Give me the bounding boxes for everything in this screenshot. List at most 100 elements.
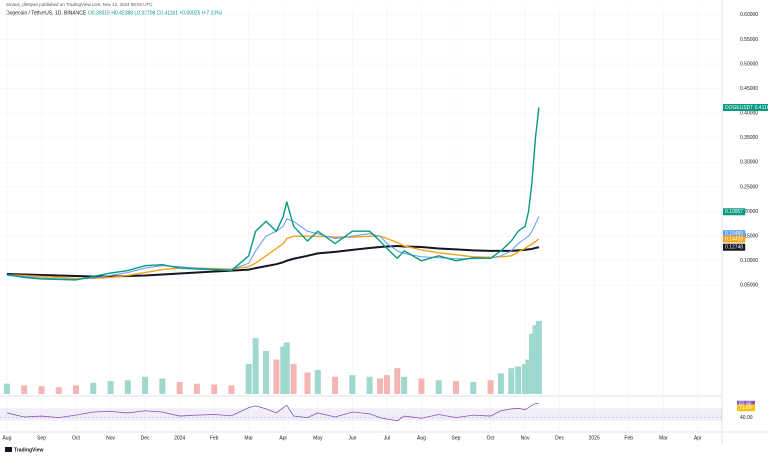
volume-bar bbox=[228, 385, 235, 394]
price-label: 0.14428 bbox=[725, 236, 743, 242]
volume-bar bbox=[55, 387, 62, 394]
price-line bbox=[6, 216, 540, 280]
rsi-tick-label: 40.00 bbox=[740, 415, 753, 421]
rsi-band bbox=[0, 408, 722, 421]
volume-bar bbox=[245, 363, 252, 394]
x-tick-label: Aug bbox=[417, 435, 426, 441]
price-label-box bbox=[723, 208, 746, 216]
y-tick-label: 0.60000 bbox=[740, 12, 758, 18]
volume-bar bbox=[366, 376, 373, 394]
x-tick-label: 2025 bbox=[589, 435, 600, 441]
x-tick-label: Feb bbox=[624, 435, 633, 441]
volume-bar bbox=[193, 383, 200, 394]
x-tick-label: Jul bbox=[384, 435, 390, 441]
volume-bar bbox=[283, 342, 290, 394]
y-tick-label: 0.45000 bbox=[740, 86, 758, 92]
publisher: arnaus_dimtyao published on TradingView.… bbox=[6, 2, 153, 7]
volume-bar bbox=[401, 376, 408, 394]
y-tick-label: 0.55000 bbox=[740, 37, 758, 43]
price-label-box bbox=[723, 243, 746, 251]
volume-bar bbox=[314, 369, 321, 394]
x-tick-label: Nov bbox=[521, 435, 530, 441]
brand: TradingView bbox=[14, 447, 43, 453]
volume-bar bbox=[497, 373, 504, 394]
volume-bar bbox=[280, 346, 287, 394]
volume-bar bbox=[263, 351, 269, 394]
x-tick-label: Oct bbox=[487, 435, 495, 441]
volume-bar bbox=[211, 384, 218, 394]
volume-bar bbox=[515, 366, 522, 394]
y-tick-label: 0.15000 bbox=[740, 233, 758, 239]
x-tick-label: Dec bbox=[141, 435, 150, 441]
x-tick-label: Jun bbox=[348, 435, 356, 441]
volume-bar bbox=[470, 381, 477, 394]
volume-bar bbox=[142, 376, 149, 394]
volume-bar bbox=[273, 359, 280, 394]
volume-bar bbox=[252, 338, 259, 394]
y-tick-label: 0.50000 bbox=[740, 61, 758, 67]
volume-bar bbox=[349, 375, 356, 394]
y-tick-label: 0.25000 bbox=[740, 184, 758, 190]
x-tick-label: Feb bbox=[210, 435, 219, 441]
volume-bar bbox=[525, 359, 532, 394]
volume-bar bbox=[535, 320, 542, 394]
volume-bar bbox=[290, 363, 297, 394]
volume-bar bbox=[159, 378, 166, 394]
brand-logo bbox=[5, 447, 12, 452]
volume-bar bbox=[304, 372, 311, 394]
y-tick-label: 0.20000 bbox=[740, 209, 758, 215]
price-label: 0.19957 bbox=[725, 209, 743, 215]
price-line bbox=[6, 235, 540, 280]
y-tick-label: 0.30000 bbox=[740, 160, 758, 166]
volume-bar bbox=[73, 385, 79, 394]
x-tick-label: Nov bbox=[106, 435, 115, 441]
volume-bar bbox=[435, 380, 442, 394]
rsi-line bbox=[6, 402, 539, 422]
price-label-box bbox=[723, 235, 746, 243]
x-tick-label: Apr bbox=[694, 435, 702, 441]
x-tick-label: May bbox=[313, 435, 323, 441]
rsi-label: 71.69 bbox=[739, 405, 752, 411]
volume-bar bbox=[176, 381, 183, 394]
volume-bar bbox=[532, 325, 539, 394]
volume-bar bbox=[418, 378, 425, 394]
price-line bbox=[6, 107, 540, 281]
x-tick-label: Dec bbox=[555, 435, 564, 441]
x-tick-label: Sep bbox=[37, 435, 46, 441]
volume-bar bbox=[332, 376, 339, 394]
price-label: 0.12748 bbox=[725, 245, 743, 251]
price-label-box bbox=[723, 230, 746, 238]
volume-bar bbox=[394, 368, 401, 394]
y-tick-label: 0.40000 bbox=[740, 111, 758, 117]
volume-bar bbox=[38, 386, 45, 394]
y-tick-label: 0.35000 bbox=[740, 135, 758, 141]
volume-bar bbox=[453, 381, 459, 394]
volume-bar bbox=[522, 363, 529, 394]
x-tick-label: Sep bbox=[452, 435, 461, 441]
x-tick-label: Oct bbox=[72, 435, 80, 441]
x-tick-label: Mar bbox=[659, 435, 668, 441]
price-label: DOGEUSDT 0.41161 bbox=[725, 105, 768, 111]
volume-bar bbox=[90, 382, 97, 394]
volume-bar bbox=[487, 380, 494, 394]
rsi-label-box bbox=[737, 404, 755, 412]
x-tick-label: Aug bbox=[2, 435, 11, 441]
y-tick-label: 0.05000 bbox=[740, 283, 758, 289]
volume-bar bbox=[508, 368, 515, 394]
x-tick-label: 2024 bbox=[174, 435, 185, 441]
volume-bar bbox=[383, 375, 390, 394]
chart-title: Dogecoin / TetherUS, 1D, BINANCE bbox=[6, 10, 87, 16]
volume-bar bbox=[124, 380, 131, 394]
ohlc: O0.39315 H0.42388 L0.32708 C0.41161 +0.0… bbox=[88, 10, 223, 16]
volume-bar bbox=[3, 383, 10, 394]
y-tick-label: 0.10000 bbox=[740, 258, 758, 264]
x-tick-label: Mar bbox=[244, 435, 253, 441]
price-label-box bbox=[723, 103, 768, 111]
volume-bar bbox=[107, 381, 114, 394]
volume-bar bbox=[377, 378, 383, 394]
price-label: 0.15489 bbox=[725, 231, 743, 237]
volume-bar bbox=[529, 333, 535, 394]
volume-bar bbox=[21, 385, 28, 394]
x-tick-label: Apr bbox=[279, 435, 287, 441]
